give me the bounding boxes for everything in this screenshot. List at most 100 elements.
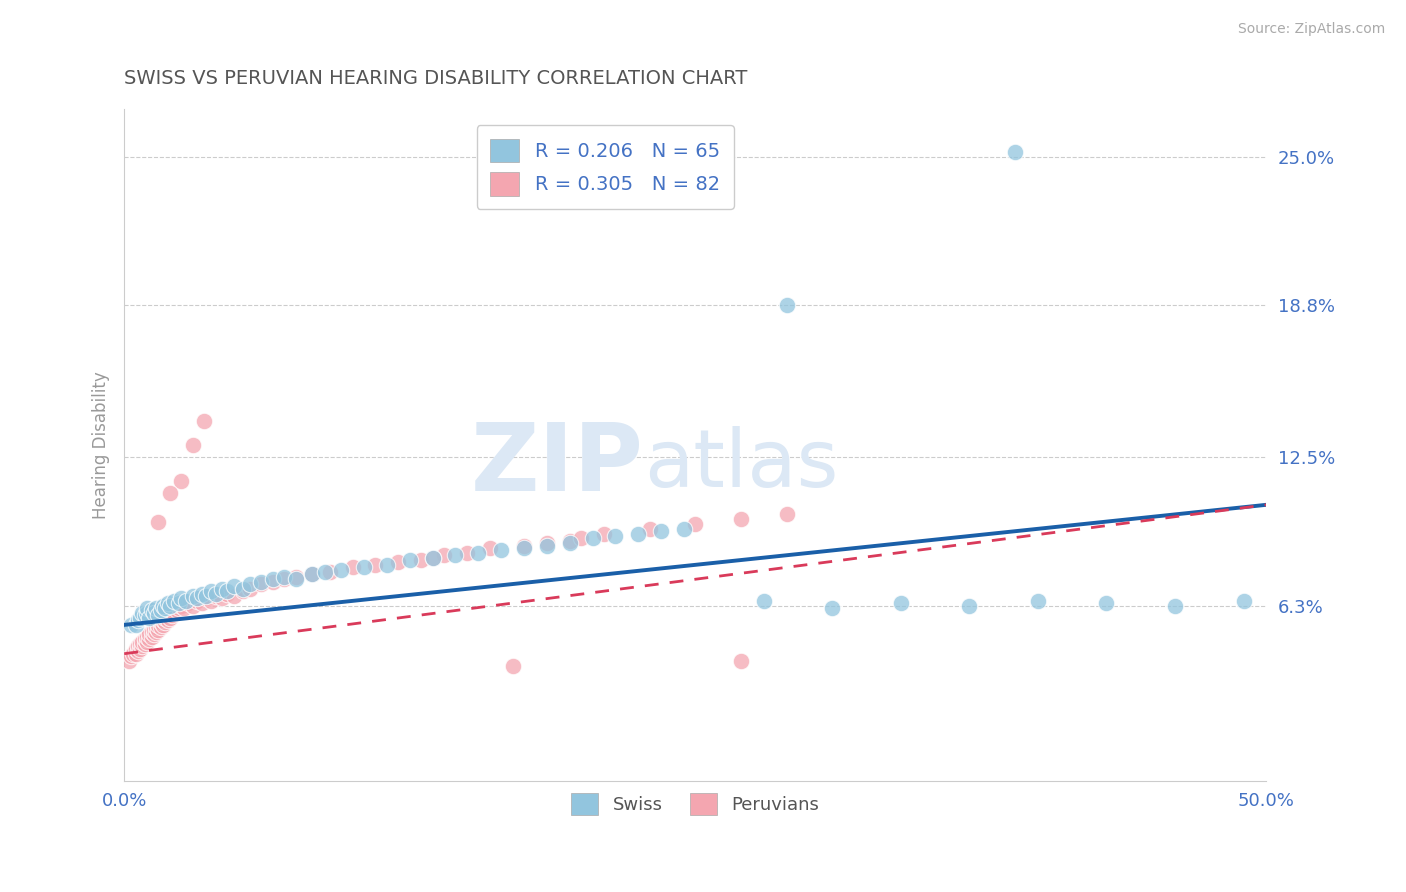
Point — [638, 522, 661, 536]
Point — [239, 577, 262, 591]
Point — [145, 620, 167, 634]
Point — [422, 550, 444, 565]
Point — [191, 596, 214, 610]
Point — [232, 584, 254, 599]
Point — [513, 539, 536, 553]
Point — [444, 548, 467, 562]
Point — [558, 536, 581, 550]
Point — [489, 543, 512, 558]
Point — [239, 582, 262, 596]
Point — [204, 589, 226, 603]
Point — [170, 474, 193, 488]
Point — [141, 625, 163, 640]
Point — [593, 526, 616, 541]
Point — [191, 587, 214, 601]
Point — [124, 618, 146, 632]
Point — [536, 536, 558, 550]
Point — [129, 637, 152, 651]
Point — [222, 589, 245, 603]
Text: SWISS VS PERUVIAN HEARING DISABILITY CORRELATION CHART: SWISS VS PERUVIAN HEARING DISABILITY COR… — [124, 69, 748, 87]
Point — [387, 556, 409, 570]
Point — [145, 625, 167, 640]
Point — [159, 485, 181, 500]
Point — [232, 582, 254, 596]
Point — [163, 606, 186, 620]
Point — [193, 414, 215, 428]
Point — [605, 529, 627, 543]
Point — [730, 654, 752, 668]
Point — [957, 599, 980, 613]
Point — [145, 601, 167, 615]
Point — [127, 644, 149, 658]
Point — [152, 618, 174, 632]
Point — [398, 553, 420, 567]
Point — [156, 613, 179, 627]
Point — [250, 574, 273, 589]
Point — [890, 596, 912, 610]
Point — [411, 553, 433, 567]
Point — [284, 572, 307, 586]
Point — [273, 572, 295, 586]
Point — [211, 591, 233, 606]
Text: Source: ZipAtlas.com: Source: ZipAtlas.com — [1237, 22, 1385, 37]
Point — [138, 632, 160, 647]
Point — [142, 623, 165, 637]
Y-axis label: Hearing Disability: Hearing Disability — [93, 371, 110, 518]
Point — [353, 560, 375, 574]
Text: ZIP: ZIP — [471, 419, 644, 511]
Point — [375, 558, 398, 572]
Point — [148, 618, 170, 632]
Point — [330, 563, 353, 577]
Point — [131, 606, 153, 620]
Point — [148, 608, 170, 623]
Point — [301, 567, 323, 582]
Point — [752, 594, 775, 608]
Point — [1026, 594, 1049, 608]
Point — [1232, 594, 1254, 608]
Point — [186, 591, 208, 606]
Point — [136, 601, 159, 615]
Point — [422, 550, 444, 565]
Point — [134, 608, 156, 623]
Point — [1004, 145, 1026, 159]
Point — [186, 594, 208, 608]
Point — [262, 572, 284, 586]
Text: atlas: atlas — [644, 426, 838, 504]
Point — [364, 558, 387, 572]
Point — [627, 526, 650, 541]
Point — [127, 613, 149, 627]
Point — [156, 596, 179, 610]
Point — [211, 582, 233, 596]
Point — [148, 515, 170, 529]
Point — [456, 546, 478, 560]
Point — [155, 610, 177, 624]
Point — [204, 587, 226, 601]
Point — [173, 601, 195, 615]
Point — [685, 516, 707, 531]
Point — [149, 615, 172, 630]
Point — [262, 574, 284, 589]
Point — [159, 606, 181, 620]
Point — [650, 524, 672, 539]
Point — [776, 508, 799, 522]
Point — [166, 603, 188, 617]
Point — [124, 647, 146, 661]
Point — [250, 577, 273, 591]
Point — [136, 630, 159, 644]
Point — [136, 606, 159, 620]
Point — [159, 599, 181, 613]
Point — [513, 541, 536, 555]
Point — [672, 522, 695, 536]
Point — [163, 594, 186, 608]
Point — [558, 533, 581, 548]
Point — [170, 591, 193, 606]
Point — [222, 579, 245, 593]
Point — [142, 606, 165, 620]
Point — [148, 623, 170, 637]
Point — [730, 512, 752, 526]
Point — [1164, 599, 1187, 613]
Point — [138, 627, 160, 641]
Point — [821, 601, 844, 615]
Point — [581, 532, 603, 546]
Point — [129, 610, 152, 624]
